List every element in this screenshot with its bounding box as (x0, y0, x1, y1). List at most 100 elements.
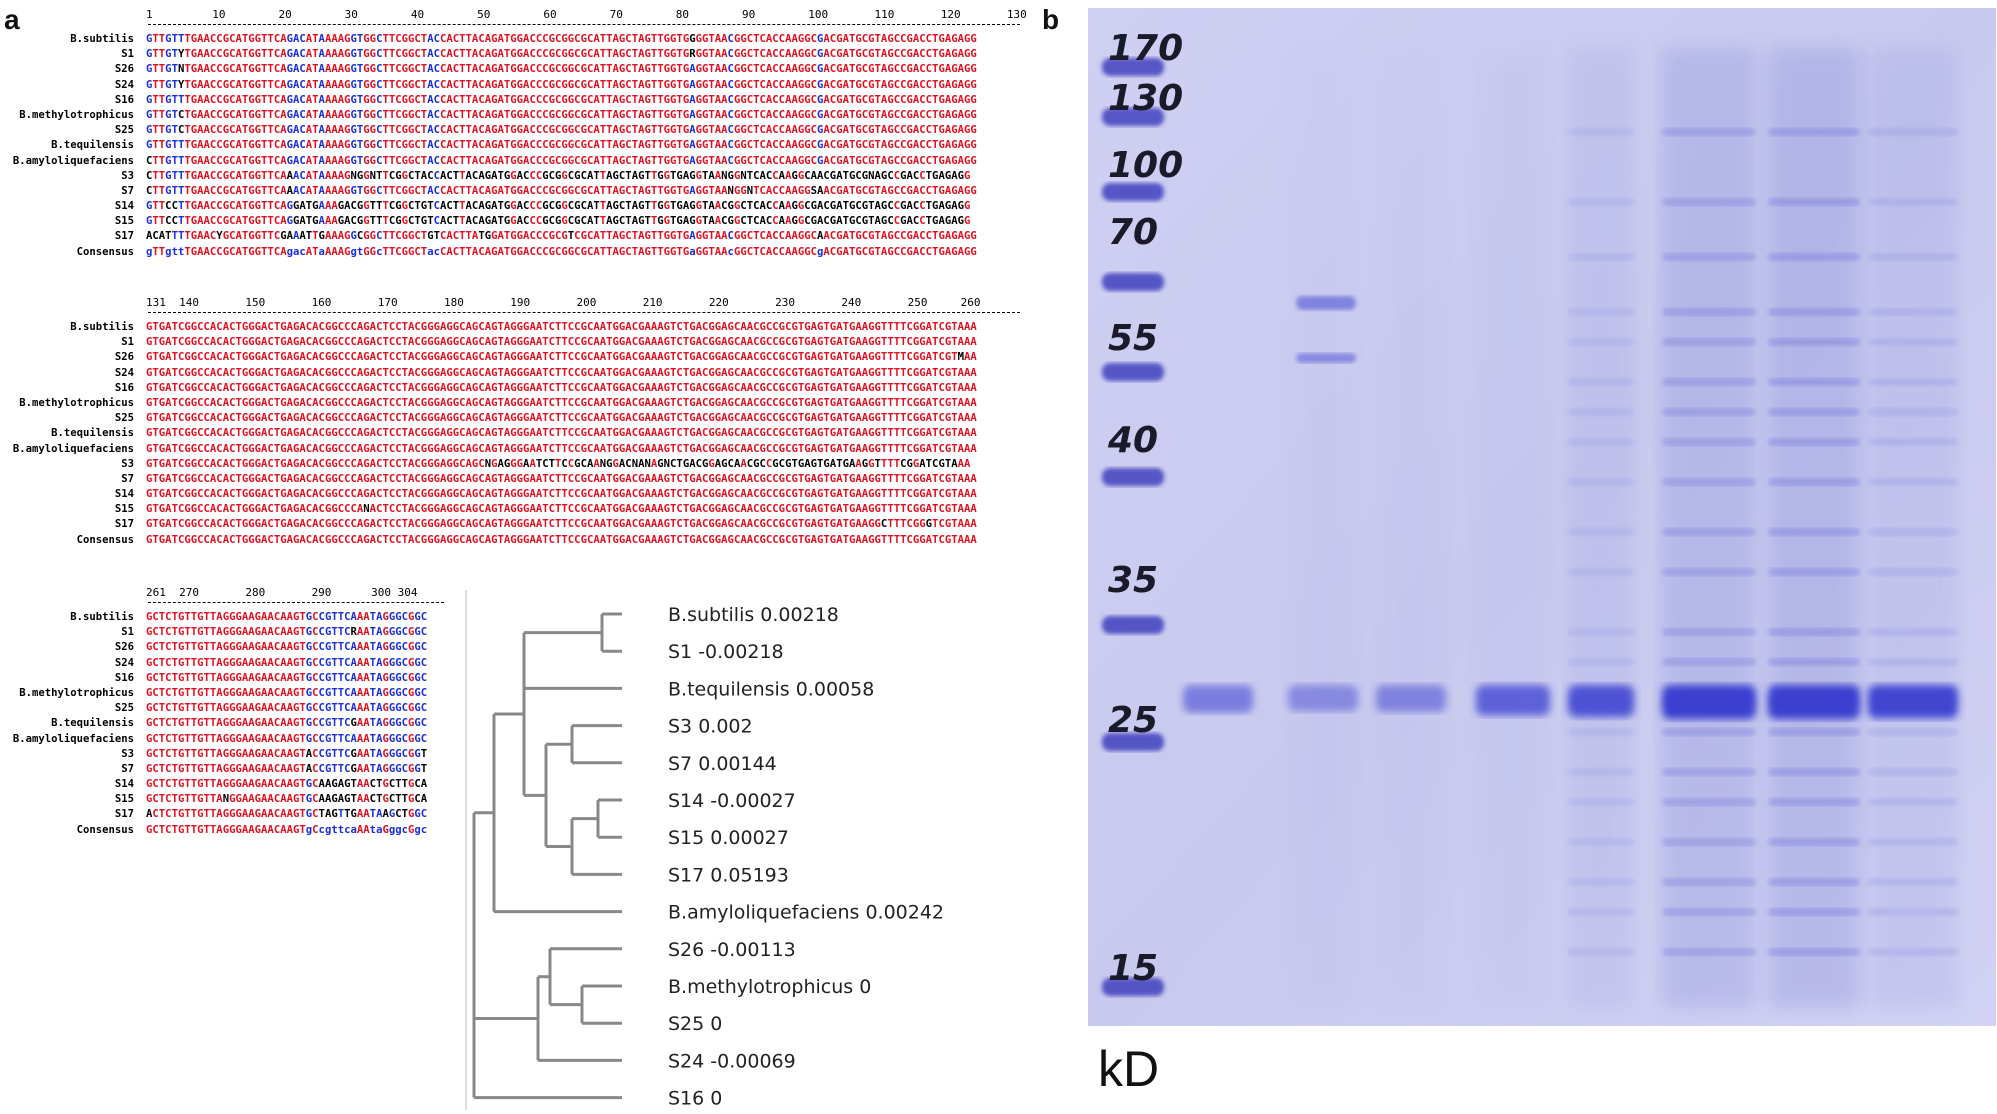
lane-band (1568, 378, 1634, 386)
tree-leaf-label: S26 -0.00113 (668, 939, 796, 961)
sequence-name: B.methylotrophicus (19, 686, 134, 699)
sequence-name: Consensus (76, 533, 134, 546)
tree-leaf-label: S1 -0.00218 (668, 641, 784, 663)
lane-band (1868, 878, 1958, 886)
sds-page-gel (1088, 8, 1996, 1026)
sequence-row: GTGATCGGCCACACTGGGACTGAGACACGGCCCAGACTCC… (146, 381, 977, 394)
sequence-name: S24 (114, 656, 134, 669)
marker-band (1102, 108, 1164, 126)
tree-leaf-label: S16 0 (668, 1088, 722, 1110)
lane-band (1868, 528, 1958, 536)
tree-leaf-label: B.subtilis 0.00218 (668, 604, 839, 626)
gel-lanes (1183, 48, 1958, 1008)
lane-band (1568, 948, 1634, 956)
lane-band (1296, 353, 1356, 363)
sequence-name: S26 (114, 63, 134, 76)
sequence-row: GTGATCGGCCACACTGGGACTGAGACACGGCCCAGACTCC… (146, 351, 977, 364)
sequence-name: S3 (121, 747, 134, 760)
lane-band (1768, 878, 1860, 886)
lane-band (1768, 838, 1860, 846)
sequence-name: B.tequilensis (51, 427, 134, 440)
lane-band (1568, 408, 1634, 416)
sequence-name: Consensus (76, 245, 134, 258)
lane-band (1568, 768, 1634, 776)
lane-band (1868, 628, 1958, 636)
sequence-name: S16 (114, 381, 134, 394)
main-band (1476, 685, 1550, 716)
sequence-name: S3 (121, 169, 134, 182)
sequence-row: GTGATCGGCCACACTGGGACTGAGACACGGCCCAGACTCC… (146, 427, 977, 440)
lane-band (1768, 768, 1860, 776)
lane-band (1662, 308, 1756, 316)
sequence-row: GTTCCTTGAACCGCATGGTTCAGGATGAAAGACGGTTTCG… (146, 200, 971, 213)
lane-band (1568, 908, 1634, 916)
tree-branches (472, 612, 622, 1100)
lane-band (1868, 728, 1958, 736)
lane-band (1568, 728, 1634, 736)
marker-band (1102, 616, 1164, 634)
sequence-name: S1 (121, 626, 134, 639)
alignment-sequences: GCTCTGTTGTTAGGGAAGAACAAGTGCCGTTCAAATAGGG… (146, 610, 427, 838)
main-band (1662, 685, 1756, 719)
lane-band (1768, 798, 1860, 806)
sequence-name: S17 (114, 230, 134, 243)
alignment-sequences: GTTGTTTGAACCGCATGGTTCAGACATAAAAGGTGGCTTC… (146, 32, 977, 260)
sequence-name: B.tequilensis (51, 139, 134, 152)
ruler-line (148, 602, 444, 603)
lane-band (1568, 568, 1634, 576)
main-band (1288, 685, 1358, 712)
lane-band (1662, 378, 1756, 386)
lane-band (1662, 658, 1756, 666)
lane-band (1296, 296, 1356, 310)
lane-band (1768, 378, 1860, 386)
sequence-name: S7 (121, 184, 134, 197)
sequence-row: GTGATCGGCCACACTGGGACTGAGACACGGCCCAGACTCC… (146, 518, 977, 531)
sequence-name: S14 (114, 200, 134, 213)
lane-band (1868, 768, 1958, 776)
lane-band (1768, 308, 1860, 316)
lane-band (1868, 198, 1958, 206)
sequence-name: S17 (114, 518, 134, 531)
lane-band (1662, 438, 1756, 446)
sequence-row: GTGATCGGCCACACTGGGACTGAGACACGGCCCAGACTCC… (146, 396, 977, 409)
sequence-row: GCTCTGTTGTTAGGGAAGAACAAGTGCCGTTCAAATAGGG… (146, 686, 428, 699)
sequence-row: GCTCTGTTGTTAGGGAAGAACAAGTGCCGTTCGAATAGGG… (146, 717, 428, 730)
sequence-row: GTTGTCTGAACCGCATGGTTCAGACATAAAAGGTGGCTTC… (146, 108, 977, 121)
main-band (1768, 685, 1860, 719)
sequence-row: GTTGTTTGAACCGCATGGTTCAGACATAAAAGGTGGCTTC… (146, 33, 977, 45)
marker-band (1102, 273, 1164, 291)
lane-band (1662, 628, 1756, 636)
lane-band (1868, 438, 1958, 446)
lane-band (1868, 658, 1958, 666)
main-band (1376, 685, 1446, 712)
sequence-row: GTTGTNTGAACCGCATGGTTCAGACATAAAAGGTGGCTTC… (146, 63, 977, 76)
sequence-name: B.methylotrophicus (19, 396, 134, 409)
sequence-row: GCTCTGTTGTTAGGGAAGAACAAGTGCCGTTCAAATAGGG… (146, 656, 428, 669)
lane-band (1662, 128, 1756, 136)
lane-band (1662, 838, 1756, 846)
sequence-name: S7 (121, 472, 134, 485)
sequence-name: S15 (114, 215, 134, 228)
lane-band (1568, 528, 1634, 536)
tree-leaf-label: S17 0.05193 (668, 864, 789, 886)
marker-ladder (1102, 58, 1164, 996)
marker-band (1102, 468, 1164, 486)
lane-smear (1288, 48, 1358, 1008)
lane-band (1868, 338, 1958, 346)
lane-band (1568, 308, 1634, 316)
marker-label: 55 (1108, 318, 1159, 359)
sequence-name: S26 (114, 641, 134, 654)
lane-band (1868, 378, 1958, 386)
tree-leaf-label: S3 0.002 (668, 716, 753, 738)
sequence-row: GTGATCGGCCACACTGGGACTGAGACACGGCCCAGACTCC… (146, 442, 977, 455)
marker-band (1102, 978, 1164, 996)
sequence-row: ACTCTGTTGTTAGGGAAGAACAAGTGCTAGTTGAATAAGC… (146, 808, 428, 821)
lane-band (1568, 253, 1634, 261)
sequence-name: B.subtilis (70, 321, 134, 333)
sequence-name: S1 (121, 336, 134, 349)
sequence-row: GTTGTYTGAACCGCATGGTTCAGACATAAAAGGTGGCTTC… (146, 48, 977, 61)
sequence-name: S26 (114, 351, 134, 364)
sequence-row: GCTCTGTTGTTAGGGAAGAACAAGTGCCGTTCAAATAGGG… (146, 702, 428, 715)
sequence-row: GTGATCGGCCACACTGGGACTGAGACACGGCCCAGACTCC… (146, 488, 977, 501)
tree-leaf-labels: B.subtilis 0.00218 S1 -0.00218 B.tequilens… (668, 604, 944, 1110)
